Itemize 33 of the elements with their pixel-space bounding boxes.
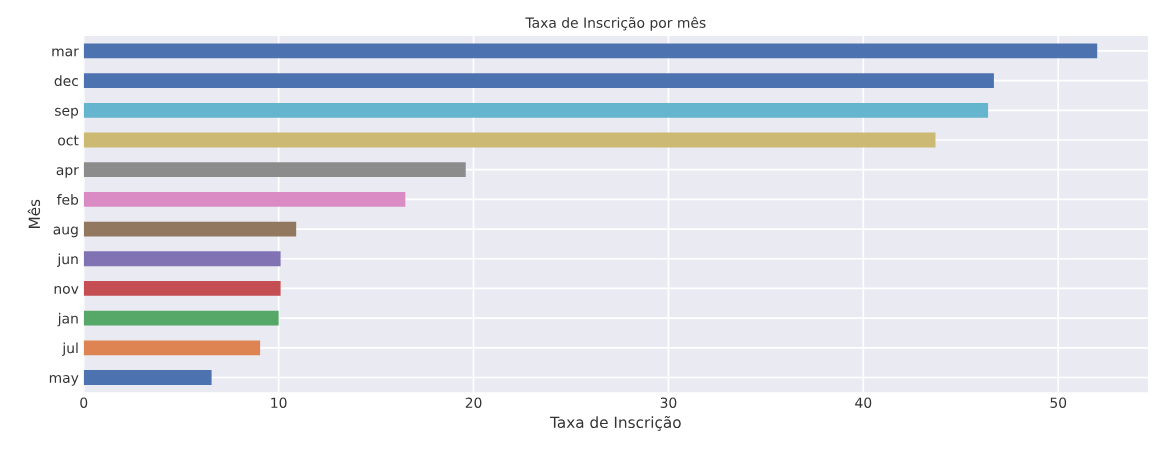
y-tick-label: nov	[54, 285, 79, 294]
y-tick-label: may	[49, 375, 79, 386]
y-axis-title: Mês	[27, 199, 41, 228]
bar	[83, 340, 261, 356]
y-tick-label: jan	[57, 312, 78, 327]
y-tick-label: jun	[57, 253, 78, 267]
bar	[83, 221, 297, 237]
bar	[83, 310, 279, 326]
y-tick-label: oct	[58, 135, 79, 146]
y-tick-label: mar	[52, 48, 79, 57]
x-axis-title: Taxa de Inscrição	[549, 416, 681, 431]
bar	[83, 102, 989, 118]
chart-title: Taxa de Inscrição por mês	[525, 16, 706, 31]
x-tick-label: 0	[80, 397, 88, 408]
bar	[83, 162, 466, 178]
y-tick-label: apr	[56, 167, 79, 178]
y-tick-label: sep	[55, 107, 79, 119]
x-tick-label: 50	[1050, 397, 1067, 408]
bar	[83, 191, 406, 207]
bar	[83, 132, 936, 148]
bar	[83, 43, 1098, 59]
x-tick-label: 40	[855, 397, 872, 408]
bar	[83, 251, 281, 267]
bar	[83, 281, 281, 296]
bar	[83, 73, 994, 89]
y-tick-label: aug	[53, 226, 78, 238]
y-tick-label: dec	[54, 75, 79, 87]
x-tick-label: 30	[660, 397, 677, 408]
x-tick-label: 10	[271, 397, 287, 408]
y-tick-label: feb	[56, 194, 79, 205]
bar	[83, 370, 212, 385]
y-tick-label: jul	[62, 342, 78, 356]
x-tick-label: 20	[465, 397, 482, 408]
